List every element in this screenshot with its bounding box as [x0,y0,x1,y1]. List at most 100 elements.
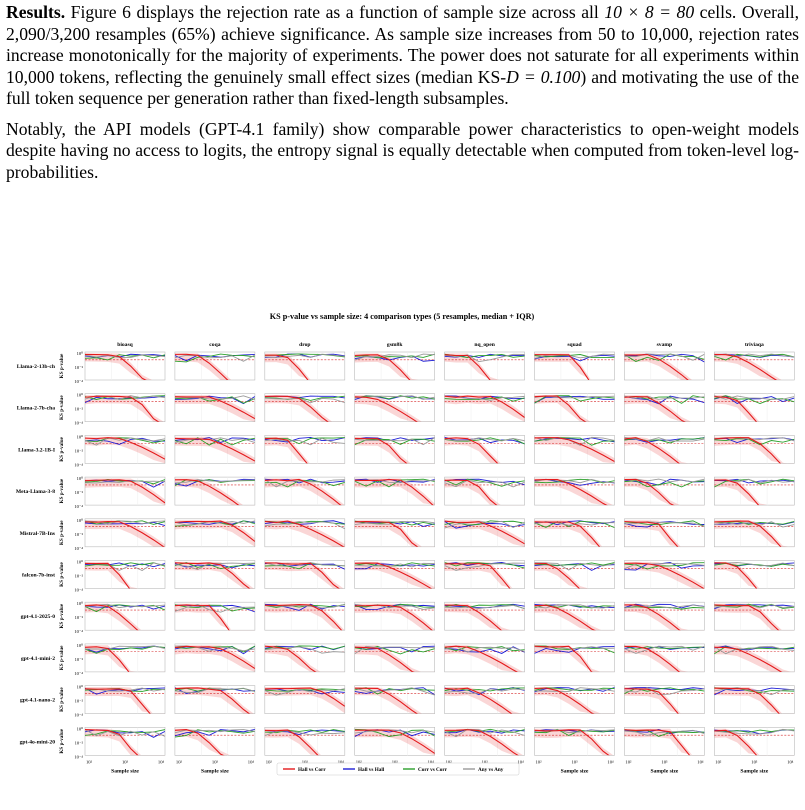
series-line-any-vs-any [85,354,165,359]
series-line-hall-vs-corr [714,437,782,464]
series-line-corr-vs-corr [714,478,795,488]
hall-vs-corr-iqr-band [85,561,165,589]
series-line-corr-vs-corr [264,480,345,488]
series-line-any-vs-any [624,353,705,361]
series-line-hall-vs-corr [624,562,705,589]
hall-vs-corr-iqr-band [444,728,524,756]
series-line-hall-vs-hall [264,436,345,443]
series-line-hall-vs-hall [534,395,615,404]
series-line-corr-vs-corr [264,645,345,650]
x-tick-label: 10³ [661,759,668,764]
hall-vs-corr-iqr-band [444,687,525,714]
x-tick-label: 10⁴ [787,759,794,764]
series-line-any-vs-any [174,604,255,613]
series-line-hall-vs-corr [444,604,502,631]
y-tick-label: 10⁰ [77,476,84,481]
series-line-corr-vs-corr [624,645,705,650]
series-line-hall-vs-hall [174,728,255,737]
results-paragraph: Results. Figure 6 displays the rejection… [6,2,799,110]
series-line-hall-vs-corr [85,395,160,422]
series-line-hall-vs-corr [714,396,758,422]
series-line-hall-vs-hall [174,354,255,362]
series-line-any-vs-any [85,729,165,737]
hall-vs-corr-iqr-band [354,395,422,422]
series-line-hall-vs-corr [534,479,608,506]
row-label: Llama-2-13b-ch [17,364,56,370]
series-line-hall-vs-corr [714,479,760,506]
series-line-hall-vs-corr [534,604,596,631]
hall-vs-corr-iqr-band [85,395,164,422]
hall-vs-corr-iqr-band [354,436,411,464]
row-label: Llama-3.2-1B-I [18,447,55,453]
series-line-any-vs-any [174,479,255,484]
y-tick-label: 10⁻² [75,490,84,495]
series-line-corr-vs-corr [534,604,615,609]
y-axis-label: KS p-value [59,561,65,586]
series-line-hall-vs-corr [354,604,433,631]
series-line-hall-vs-corr [85,479,165,504]
subplot-panel [444,643,525,673]
y-tick-label: 10⁻² [75,615,84,620]
series-line-corr-vs-corr [85,562,165,567]
series-line-hall-vs-hall [444,395,525,400]
series-line-hall-vs-corr [624,604,681,631]
series-line-hall-vs-hall [444,478,525,486]
series-line-hall-vs-corr [264,395,329,422]
series-line-hall-vs-corr [624,353,689,380]
y-tick-label: 10⁻⁴ [74,421,83,426]
hall-vs-corr-iqr-band [624,561,705,589]
results-text-part-3: ) and motivating the use of the full tok… [6,66,800,109]
series-line-hall-vs-corr [714,687,780,714]
series-line-corr-vs-corr [85,645,165,654]
series-line-any-vs-any [624,729,705,736]
column-header-coqa: coqa [209,342,220,348]
series-line-any-vs-any [174,437,255,444]
hall-vs-corr-iqr-band [534,603,615,631]
series-line-corr-vs-corr [534,354,615,359]
series-line-any-vs-any [264,688,345,696]
series-line-hall-vs-corr [534,395,587,422]
series-line-hall-vs-corr [354,354,411,380]
series-line-hall-vs-corr [444,729,519,756]
series-line-any-vs-any [534,687,615,692]
series-line-corr-vs-corr [264,688,345,692]
series-line-hall-vs-corr [174,729,225,756]
y-axis-label: KS p-value [59,478,65,503]
series-line-corr-vs-corr [534,478,615,484]
y-tick-label: 10⁰ [77,560,84,565]
series-line-any-vs-any [624,478,705,483]
series-line-any-vs-any [174,354,255,362]
series-line-hall-vs-corr [174,479,240,506]
series-line-hall-vs-corr [444,479,498,506]
column-header-triviaqa: triviaqa [745,342,764,348]
hall-vs-corr-iqr-band [534,561,615,589]
hall-vs-corr-iqr-band [264,728,322,756]
series-line-hall-vs-corr [444,354,491,380]
series-line-hall-vs-hall [174,395,255,405]
hall-vs-corr-iqr-band [174,687,255,714]
series-line-hall-vs-corr [174,604,230,631]
series-line-hall-vs-corr [534,645,593,672]
y-tick-label: 10⁰ [77,726,84,731]
series-line-any-vs-any [85,645,165,650]
column-header-bioasq: bioasq [117,342,133,348]
results-text-part-2: cells. Overall, 2,090/3,200 resamples (6… [6,2,799,87]
series-line-hall-vs-corr [264,645,317,672]
hall-vs-corr-iqr-band [264,561,345,589]
hall-vs-corr-iqr-band [174,478,255,506]
series-line-any-vs-any [444,604,525,609]
series-line-corr-vs-corr [714,353,795,361]
series-line-hall-vs-corr [85,688,151,714]
x-tick-label: 10³ [482,759,489,764]
hall-vs-corr-iqr-band [354,520,435,547]
series-line-hall-vs-corr [534,354,590,380]
hall-vs-corr-iqr-band [444,395,525,422]
series-line-any-vs-any [444,353,525,363]
results-text-part-1: Figure 6 displays the rejection rate as … [65,2,605,22]
series-line-hall-vs-corr [714,353,778,380]
hall-vs-corr-iqr-band [174,645,255,672]
series-line-hall-vs-corr [714,562,758,589]
series-line-any-vs-any [444,520,525,529]
series-line-any-vs-any [354,562,435,568]
legend-label: Hall vs Corr [298,767,326,773]
